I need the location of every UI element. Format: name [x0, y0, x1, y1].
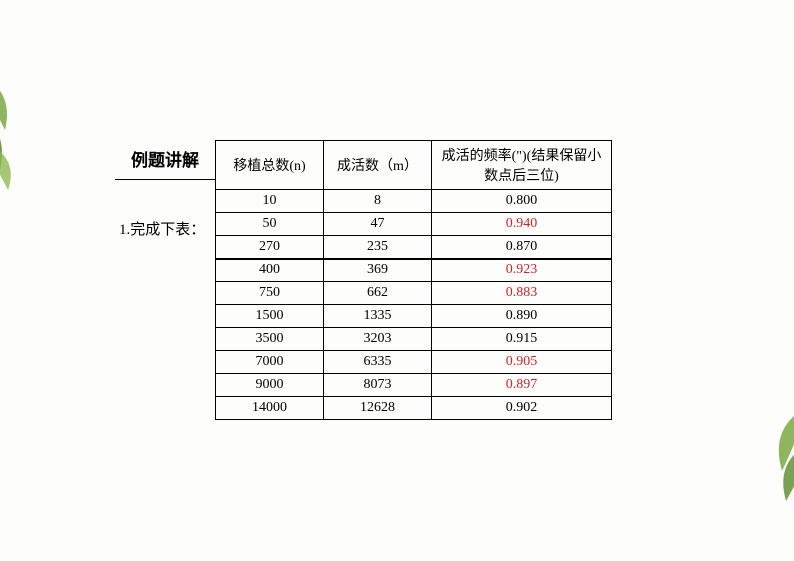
cell-n: 400	[216, 259, 324, 282]
table-row: 150013350.890	[216, 305, 612, 328]
cell-n: 750	[216, 282, 324, 305]
leaf-decoration-right	[754, 401, 794, 501]
cell-f: 0.800	[432, 190, 612, 213]
cell-n: 3500	[216, 328, 324, 351]
cell-m: 47	[324, 213, 432, 236]
table-row: 7506620.883	[216, 282, 612, 305]
cell-n: 270	[216, 236, 324, 259]
cell-m: 3203	[324, 328, 432, 351]
cell-m: 1335	[324, 305, 432, 328]
table-header-row: 移植总数(n) 成活数（m） 成活的频率(")(结果保留小数点后三位)	[216, 141, 612, 190]
cell-m: 6335	[324, 351, 432, 374]
header-n: 移植总数(n)	[216, 141, 324, 190]
cell-n: 1500	[216, 305, 324, 328]
table-row: 50470.940	[216, 213, 612, 236]
table-row: 14000126280.902	[216, 397, 612, 420]
data-table: 移植总数(n) 成活数（m） 成活的频率(")(结果保留小数点后三位) 1080…	[215, 140, 612, 420]
table-row: 4003690.923	[216, 259, 612, 282]
table-row: 1080.800	[216, 190, 612, 213]
table-row: 700063350.905	[216, 351, 612, 374]
cell-n: 7000	[216, 351, 324, 374]
header-m: 成活数（m）	[324, 141, 432, 190]
cell-f: 0.897	[432, 374, 612, 397]
left-column: 例题讲解 1.完成下表：	[115, 140, 215, 239]
cell-n: 50	[216, 213, 324, 236]
cell-f: 0.923	[432, 259, 612, 282]
cell-n: 9000	[216, 374, 324, 397]
cell-f: 0.870	[432, 236, 612, 259]
table-row: 900080730.897	[216, 374, 612, 397]
cell-n: 10	[216, 190, 324, 213]
cell-n: 14000	[216, 397, 324, 420]
table-row: 350032030.915	[216, 328, 612, 351]
cell-m: 8073	[324, 374, 432, 397]
section-title: 例题讲解	[115, 140, 215, 180]
cell-m: 235	[324, 236, 432, 259]
cell-f: 0.902	[432, 397, 612, 420]
cell-m: 662	[324, 282, 432, 305]
cell-m: 369	[324, 259, 432, 282]
cell-f: 0.890	[432, 305, 612, 328]
cell-f: 0.915	[432, 328, 612, 351]
cell-m: 8	[324, 190, 432, 213]
cell-f: 0.905	[432, 351, 612, 374]
table-row: 2702350.870	[216, 236, 612, 259]
cell-f: 0.940	[432, 213, 612, 236]
cell-m: 12628	[324, 397, 432, 420]
cell-f: 0.883	[432, 282, 612, 305]
header-f: 成活的频率(")(结果保留小数点后三位)	[432, 141, 612, 190]
subtitle: 1.完成下表：	[115, 218, 215, 239]
leaf-decoration-left	[0, 60, 40, 190]
content-area: 例题讲解 1.完成下表： 移植总数(n) 成活数（m） 成活的频率(")(结果保…	[115, 140, 612, 420]
